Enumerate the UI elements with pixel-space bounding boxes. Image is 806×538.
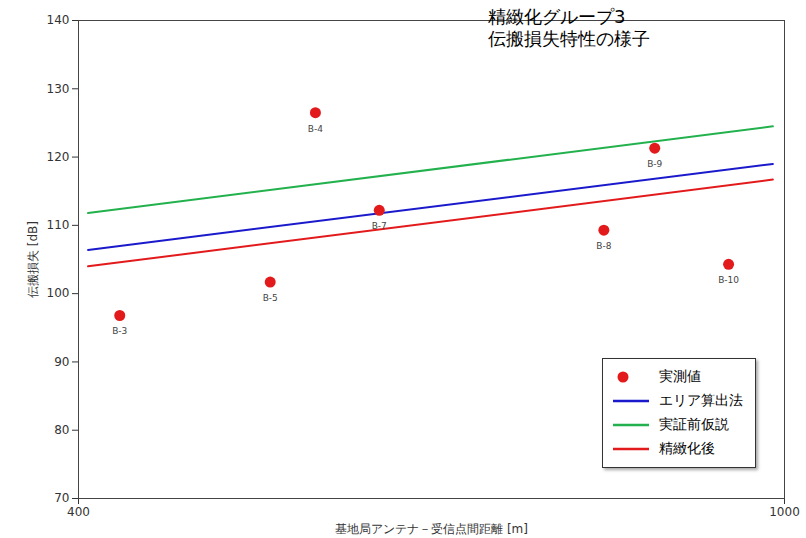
svg-text:120: 120 — [47, 150, 70, 164]
html-text:精緻化後: 精緻化後 — [659, 440, 715, 456]
svg-text:B-4: B-4 — [308, 124, 323, 134]
svg-text:伝搬損失 [dB]: 伝搬損失 [dB] — [26, 221, 40, 298]
svg-text:130: 130 — [47, 82, 70, 96]
html-text:エリア算出法: エリア算出法 — [659, 392, 743, 408]
svg-text:1000: 1000 — [769, 505, 800, 519]
html-text:実測値: 実測値 — [659, 368, 701, 384]
svg-text:B-8: B-8 — [596, 241, 611, 251]
svg-text:基地局アンテナ－受信点間距離 [m]: 基地局アンテナ－受信点間距離 [m] — [335, 522, 528, 536]
svg-text:80: 80 — [54, 423, 69, 437]
svg-text:110: 110 — [47, 218, 70, 232]
svg-text:100: 100 — [47, 286, 70, 300]
svg-text:90: 90 — [54, 355, 69, 369]
svg-text:B-7: B-7 — [372, 221, 387, 231]
svg-text:B-9: B-9 — [647, 159, 662, 169]
svg-text:B-3: B-3 — [112, 326, 127, 336]
html-text:実証前仮説: 実証前仮説 — [659, 416, 729, 432]
svg-text:140: 140 — [47, 13, 70, 27]
html-text:精緻化グループ3: 精緻化グループ3 — [488, 6, 626, 27]
svg-text:400: 400 — [67, 505, 90, 519]
svg-text:B-5: B-5 — [263, 293, 278, 303]
html-text:伝搬損失特性の様子: 伝搬損失特性の様子 — [488, 28, 650, 49]
svg-text:B-10: B-10 — [718, 275, 739, 285]
svg-text:70: 70 — [54, 491, 69, 505]
